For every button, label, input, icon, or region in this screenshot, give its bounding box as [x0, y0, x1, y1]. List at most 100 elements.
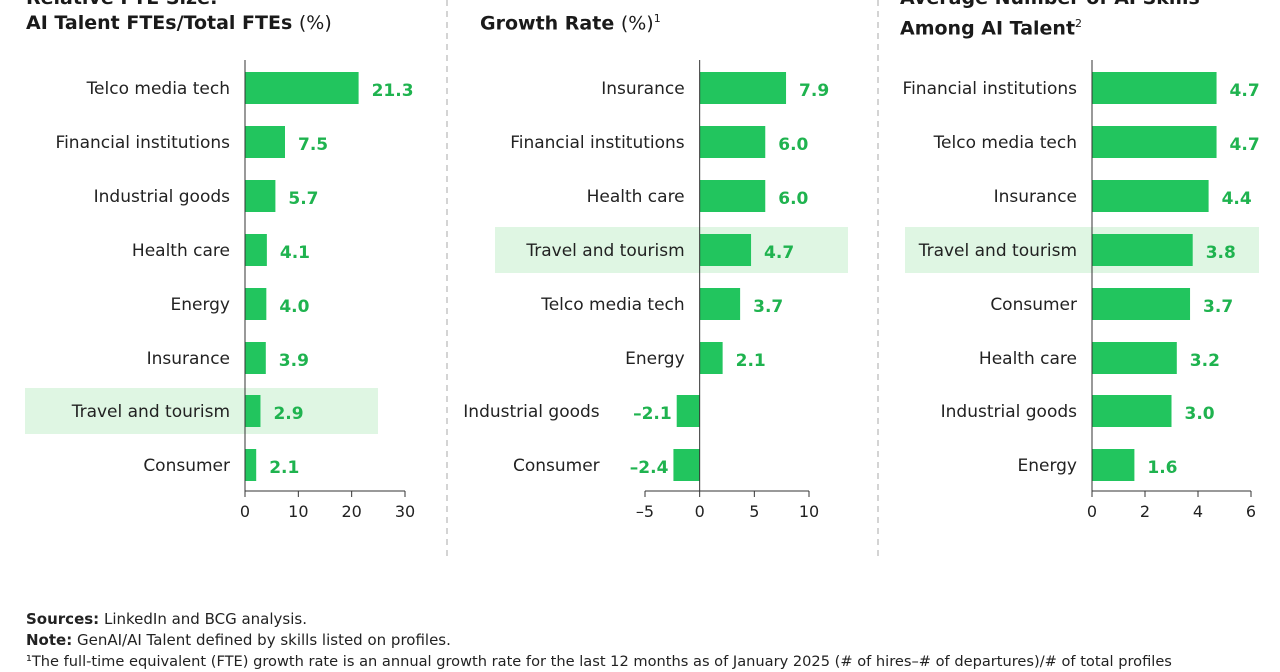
value-label: 7.9 — [799, 81, 829, 101]
bar — [245, 72, 359, 104]
category-label: Financial institutions — [56, 133, 231, 153]
value-label: –2.1 — [633, 404, 672, 424]
bar — [699, 342, 723, 374]
value-label: 4.7 — [1230, 135, 1260, 155]
bar — [245, 449, 257, 481]
bar — [245, 342, 266, 374]
category-label: Health care — [979, 349, 1077, 369]
chart3-title-main: Among AI Talent — [900, 17, 1076, 40]
value-label: 2.9 — [273, 404, 303, 424]
sources-text: LinkedIn and BCG analysis. — [99, 610, 307, 628]
category-label: Travel and tourism — [525, 241, 684, 261]
category-label: Health care — [587, 187, 685, 207]
category-label: Travel and tourism — [918, 241, 1077, 261]
bar — [699, 288, 741, 320]
value-label: 21.3 — [372, 81, 414, 101]
chart2-title-unit: (%) — [620, 12, 654, 35]
bar — [676, 395, 700, 427]
category-label: Insurance — [601, 79, 684, 99]
bar — [673, 449, 700, 481]
value-label: 4.7 — [1230, 81, 1260, 101]
x-tick-label: 0 — [1087, 502, 1097, 521]
chart3-title-line1: Average Number of AI Skills — [900, 0, 1200, 11]
bar — [1092, 72, 1217, 104]
bar — [699, 180, 766, 212]
footer-note: Note: GenAI/AI Talent defined by skills … — [26, 630, 451, 651]
x-tick-label: 10 — [288, 502, 308, 521]
x-tick-label: 30 — [395, 502, 415, 521]
x-tick-label: 4 — [1193, 502, 1203, 521]
category-label: Financial institutions — [903, 79, 1078, 99]
note-label: Note: — [26, 631, 73, 649]
x-tick-label: 5 — [749, 502, 759, 521]
x-tick-label: 6 — [1246, 502, 1256, 521]
value-label: 2.1 — [736, 351, 766, 371]
value-label: 3.2 — [1190, 351, 1220, 371]
bar — [245, 395, 261, 427]
value-label: 4.1 — [280, 243, 310, 263]
value-label: 6.0 — [778, 135, 808, 155]
chart1-title: Relative FTE Size: AI Talent FTEs/Total … — [26, 0, 332, 36]
value-label: 2.1 — [269, 458, 299, 478]
bar — [1092, 395, 1172, 427]
category-label: Telco media tech — [86, 79, 230, 99]
note-text: GenAI/AI Talent defined by skills listed… — [72, 631, 451, 649]
value-label: 3.8 — [1206, 243, 1236, 263]
bar — [699, 234, 752, 266]
chart2-title-main: Growth Rate — [480, 12, 615, 35]
footer-sources: Sources: LinkedIn and BCG analysis. — [26, 609, 307, 630]
x-tick-label: 10 — [799, 502, 819, 521]
category-label: Energy — [625, 349, 685, 369]
chart3-title-sup: 2 — [1075, 17, 1083, 30]
highlight-band — [905, 227, 1259, 273]
chart2-title-sup: 1 — [653, 12, 661, 25]
category-label: Insurance — [147, 349, 230, 369]
category-label: Industrial goods — [94, 187, 231, 207]
bar — [1092, 288, 1191, 320]
highlight-band — [495, 227, 848, 273]
value-label: 7.5 — [298, 135, 328, 155]
bar — [245, 180, 276, 212]
category-label: Consumer — [513, 456, 600, 476]
highlight-band — [25, 388, 378, 434]
value-label: 4.4 — [1222, 189, 1252, 209]
category-label: Industrial goods — [463, 402, 600, 422]
x-tick-label: 2 — [1140, 502, 1150, 521]
bar — [245, 288, 267, 320]
chart1-title-main: AI Talent FTEs/Total FTEs — [26, 12, 293, 34]
bar — [1092, 126, 1217, 158]
bar — [1092, 180, 1209, 212]
category-label: Health care — [132, 241, 230, 261]
x-tick-label: 0 — [240, 502, 250, 521]
category-label: Energy — [1017, 456, 1077, 476]
value-label: 3.0 — [1185, 404, 1215, 424]
bar — [245, 234, 267, 266]
value-label: –2.4 — [630, 458, 669, 478]
value-label: 3.9 — [279, 351, 309, 371]
chart3-title: Average Number of AI Skills Among AI Tal… — [900, 0, 1200, 41]
value-label: 5.7 — [288, 189, 318, 209]
sources-label: Sources: — [26, 610, 100, 628]
bar — [699, 126, 766, 158]
chart1-title-line1: Relative FTE Size: — [26, 0, 332, 11]
chart2-title: Growth Rate (%)1 — [480, 6, 661, 36]
bar — [245, 126, 285, 158]
bar — [1092, 449, 1135, 481]
category-label: Insurance — [994, 187, 1077, 207]
bar — [699, 72, 787, 104]
bar — [1092, 234, 1193, 266]
category-label: Energy — [170, 295, 230, 315]
x-tick-label: –5 — [636, 502, 654, 521]
value-label: 1.6 — [1147, 458, 1177, 478]
category-label: Telco media tech — [540, 295, 684, 315]
category-label: Telco media tech — [933, 133, 1077, 153]
category-label: Financial institutions — [510, 133, 685, 153]
category-label: Travel and tourism — [71, 402, 230, 422]
bar — [1092, 342, 1177, 374]
chart1-title-unit: (%) — [298, 12, 332, 34]
value-label: 3.7 — [1203, 297, 1233, 317]
category-label: Consumer — [990, 295, 1077, 315]
category-label: Industrial goods — [941, 402, 1078, 422]
x-tick-label: 0 — [695, 502, 705, 521]
